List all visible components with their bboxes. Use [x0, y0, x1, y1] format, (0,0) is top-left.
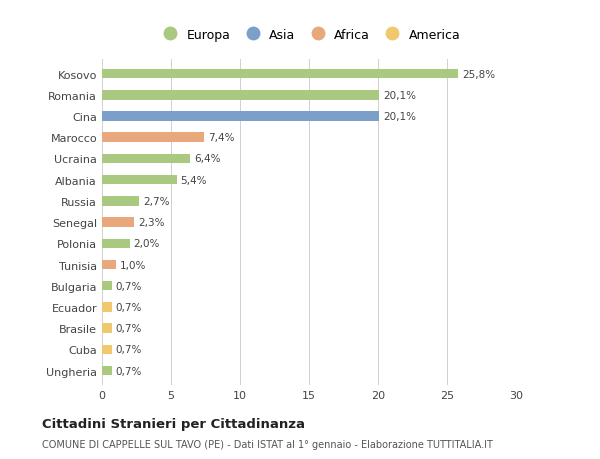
Bar — [102, 112, 379, 122]
Bar — [102, 366, 112, 375]
Bar — [102, 91, 379, 101]
Bar — [102, 218, 134, 227]
Text: 0,7%: 0,7% — [116, 302, 142, 312]
Bar — [102, 133, 204, 143]
Text: 0,7%: 0,7% — [116, 324, 142, 333]
Text: 7,4%: 7,4% — [208, 133, 235, 143]
Bar — [102, 197, 139, 206]
Legend: Europa, Asia, Africa, America: Europa, Asia, Africa, America — [152, 23, 466, 46]
Text: 6,4%: 6,4% — [194, 154, 221, 164]
Text: 2,7%: 2,7% — [143, 196, 170, 207]
Text: Cittadini Stranieri per Cittadinanza: Cittadini Stranieri per Cittadinanza — [42, 417, 305, 430]
Text: 0,7%: 0,7% — [116, 366, 142, 376]
Bar — [102, 281, 112, 291]
Text: 5,4%: 5,4% — [181, 175, 207, 185]
Bar — [102, 175, 176, 185]
Text: 1,0%: 1,0% — [120, 260, 146, 270]
Bar — [102, 154, 190, 164]
Bar — [102, 345, 112, 354]
Text: 2,3%: 2,3% — [138, 218, 164, 228]
Bar — [102, 302, 112, 312]
Text: 2,0%: 2,0% — [134, 239, 160, 249]
Bar — [102, 324, 112, 333]
Text: 20,1%: 20,1% — [383, 91, 416, 101]
Text: 25,8%: 25,8% — [462, 69, 496, 79]
Text: 20,1%: 20,1% — [383, 112, 416, 122]
Bar — [102, 70, 458, 79]
Text: 0,7%: 0,7% — [116, 281, 142, 291]
Bar — [102, 239, 130, 248]
Text: 0,7%: 0,7% — [116, 345, 142, 354]
Bar — [102, 260, 116, 270]
Text: COMUNE DI CAPPELLE SUL TAVO (PE) - Dati ISTAT al 1° gennaio - Elaborazione TUTTI: COMUNE DI CAPPELLE SUL TAVO (PE) - Dati … — [42, 440, 493, 449]
